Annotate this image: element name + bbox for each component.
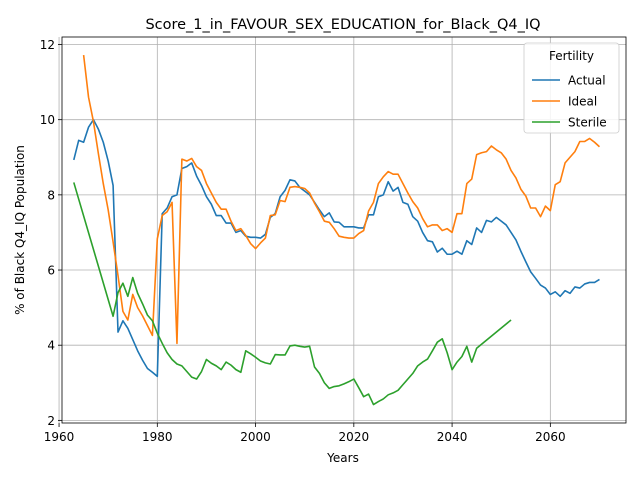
plot-frame (61, 36, 627, 424)
legend-label: Sterile (568, 116, 607, 130)
series-line-actual (73, 118, 600, 378)
x-tick-label: 2040 (437, 430, 468, 444)
x-axis-ticks: 1960 1980 2000 2020 2040 2060 (44, 423, 566, 444)
y-tick-label: 2 (47, 414, 55, 428)
legend-label: Actual (568, 74, 606, 88)
y-tick-label: 10 (40, 113, 55, 127)
x-tick-label: 1960 (44, 430, 75, 444)
x-tick-label: 1980 (142, 430, 173, 444)
y-tick-label: 12 (40, 38, 55, 52)
x-tick-label: 2060 (535, 430, 566, 444)
y-tick-label: 4 (47, 339, 55, 353)
legend-title: Fertility (549, 49, 594, 63)
y-axis-label: % of Black Q4_IQ Population (13, 145, 27, 315)
series-line-sterile (73, 182, 512, 406)
y-axis-ticks: 2 4 6 8 10 12 (40, 38, 62, 428)
x-axis-label: Years (326, 451, 359, 465)
series-line-ideal (82, 54, 601, 345)
legend-box (523, 42, 620, 134)
legend-label: Ideal (568, 95, 597, 109)
series-lines (73, 54, 601, 406)
x-tick-label: 2020 (339, 430, 370, 444)
chart-title: Score_1_in_FAVOUR_SEX_EDUCATION_for_Blac… (145, 17, 540, 33)
x-tick-label: 2000 (240, 430, 271, 444)
y-tick-label: 8 (47, 188, 55, 202)
y-tick-label: 6 (47, 264, 55, 278)
legend: Fertility Actual Ideal Sterile (523, 42, 620, 134)
